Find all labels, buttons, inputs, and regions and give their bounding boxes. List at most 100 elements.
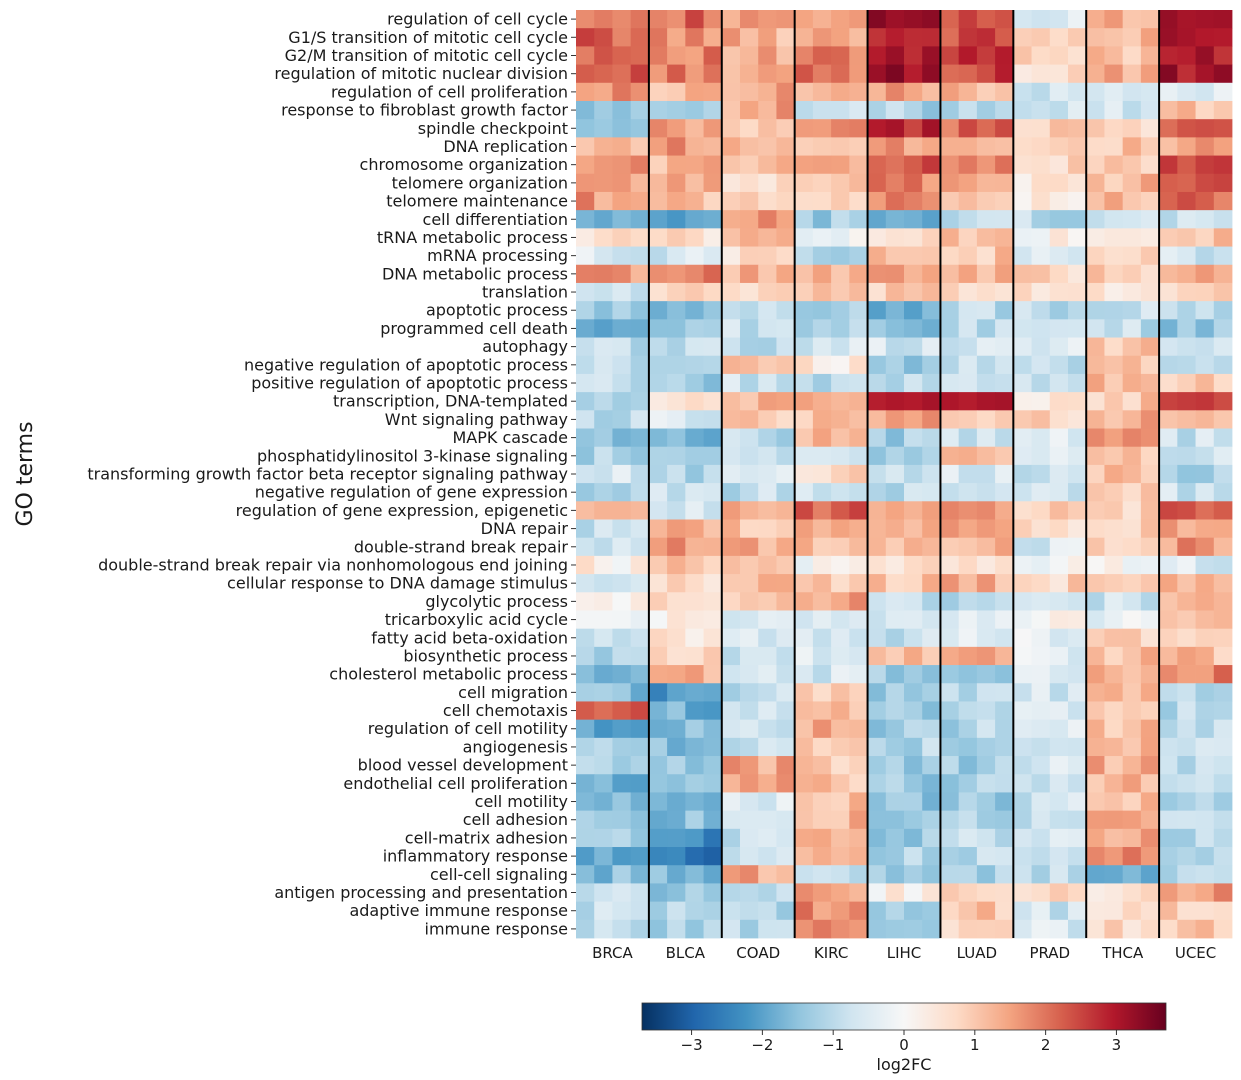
heatmap-cell [885, 537, 905, 557]
heatmap-cell [1213, 82, 1233, 102]
heatmap-cell [1195, 537, 1215, 557]
heatmap-cell [958, 464, 978, 484]
heatmap-cell [630, 191, 650, 211]
heatmap-cell [1013, 210, 1032, 229]
heatmap-cell [630, 737, 650, 757]
heatmap-cell [940, 337, 960, 357]
heatmap-cell [648, 919, 668, 939]
heatmap-cell [976, 319, 996, 338]
heatmap-cell [1049, 519, 1069, 539]
heatmap-cell [1177, 683, 1196, 702]
heatmap-cell [667, 28, 686, 47]
heatmap-cell [1213, 828, 1233, 848]
row-label: regulation of gene expression, epigeneti… [236, 501, 568, 520]
heatmap-cell [1013, 155, 1032, 175]
heatmap-cell [758, 792, 777, 812]
heatmap-cell [1031, 10, 1051, 29]
heatmap-cell [1086, 919, 1105, 939]
heatmap-cell [794, 537, 814, 557]
heatmap-cell [594, 574, 613, 593]
heatmap-cell [1140, 592, 1160, 611]
heatmap-cell [904, 883, 923, 903]
heatmap-cell [1068, 865, 1087, 884]
heatmap-cell [612, 865, 632, 884]
heatmap-cell [740, 792, 759, 812]
heatmap-cell [1068, 828, 1087, 848]
heatmap-cell [958, 119, 978, 138]
heatmap-cell [648, 737, 668, 757]
heatmap-cell [922, 537, 941, 557]
heatmap-cell [721, 592, 741, 611]
heatmap-cell [867, 701, 887, 721]
heatmap-cell [1104, 355, 1124, 375]
heatmap-cell [1213, 46, 1233, 65]
heatmap-cell [1013, 410, 1032, 429]
heatmap-cell [1140, 246, 1160, 266]
heatmap-cell [812, 446, 832, 466]
heatmap-cell [831, 628, 850, 648]
heatmap-cell [1068, 737, 1087, 757]
heatmap-cell [740, 646, 759, 666]
heatmap-cell [1104, 410, 1124, 429]
heatmap-cell [1213, 646, 1233, 666]
heatmap-cell [1086, 574, 1105, 593]
colorbar-tick-label: 3 [1112, 1036, 1122, 1054]
heatmap-cell [1195, 592, 1215, 611]
heatmap-cell [1195, 82, 1215, 102]
heatmap-cell [995, 883, 1014, 903]
heatmap-cell [1177, 646, 1196, 666]
heatmap-cell [958, 883, 978, 903]
heatmap-cell [1031, 792, 1051, 812]
heatmap-cell [1213, 683, 1233, 702]
heatmap-cell [904, 46, 923, 65]
heatmap-cell [776, 810, 796, 830]
heatmap-cell [995, 264, 1014, 284]
row-label: programmed cell death [380, 319, 568, 338]
heatmap-cell [976, 64, 996, 84]
group-label: BRCA [592, 944, 633, 962]
heatmap-cell [630, 756, 650, 775]
heatmap-cell [831, 919, 850, 939]
heatmap-cell [958, 137, 978, 156]
heatmap-cell [1086, 628, 1105, 648]
heatmap-cell [721, 210, 741, 229]
heatmap-cell [630, 628, 650, 648]
heatmap-cell [1104, 701, 1124, 721]
heatmap-cell [885, 355, 905, 375]
heatmap-cell [1031, 901, 1051, 921]
heatmap-cell [685, 810, 704, 830]
heatmap-cell [1159, 610, 1178, 630]
heatmap-cell [1104, 319, 1124, 338]
heatmap-cell [776, 64, 796, 84]
row-label: biosynthetic process [403, 646, 568, 665]
heatmap-cell [867, 337, 887, 357]
heatmap-cell [831, 683, 850, 702]
heatmap-cell [758, 665, 777, 684]
heatmap-cell [667, 137, 686, 156]
heatmap-cell [703, 719, 723, 739]
heatmap-cell [1104, 737, 1124, 757]
heatmap-cell [976, 501, 996, 520]
heatmap-cell [740, 392, 759, 411]
heatmap-cell [594, 665, 613, 684]
heatmap-cell [1104, 574, 1124, 593]
heatmap-cell [1086, 483, 1105, 502]
heatmap-cell [1140, 446, 1160, 466]
heatmap-cell [758, 64, 777, 84]
heatmap-cell [1213, 191, 1233, 211]
heatmap-cell [758, 355, 777, 375]
heatmap-cell [1122, 64, 1142, 84]
heatmap-cell [904, 264, 923, 284]
heatmap-cell [612, 501, 632, 520]
heatmap-cell [849, 464, 868, 484]
heatmap-cell [1086, 264, 1105, 284]
heatmap-cell [1159, 810, 1178, 830]
heatmap-cell [1195, 337, 1215, 357]
heatmap-cell [1031, 82, 1051, 102]
heatmap-cell [1122, 574, 1142, 593]
heatmap-cell [1049, 865, 1069, 884]
heatmap-cell [867, 46, 887, 65]
heatmap-cell [630, 46, 650, 65]
heatmap-cell [995, 501, 1014, 520]
heatmap-cell [1086, 228, 1105, 247]
